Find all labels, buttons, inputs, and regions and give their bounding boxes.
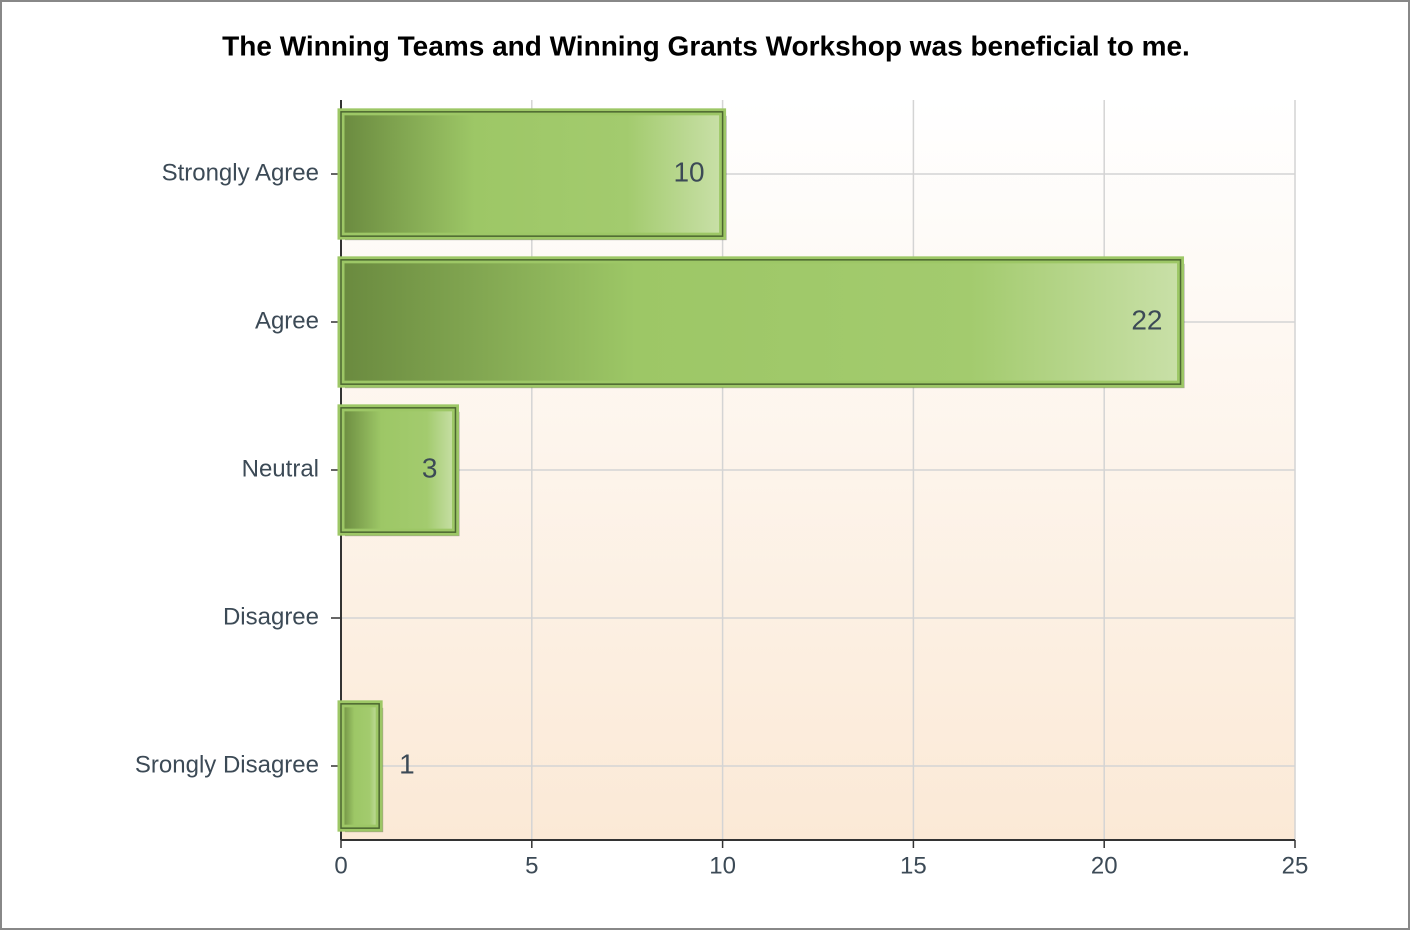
value-label: 22 xyxy=(1131,304,1162,335)
x-tick-label: 5 xyxy=(525,852,538,879)
x-tick-label: 0 xyxy=(334,852,347,879)
value-label: 3 xyxy=(422,452,438,483)
y-tick-label: Disagree xyxy=(223,603,319,630)
y-tick-label: Neutral xyxy=(242,455,319,482)
bar-outline xyxy=(340,259,1182,385)
x-tick-label: 15 xyxy=(900,852,927,879)
y-tick-label: Agree xyxy=(255,307,319,334)
y-tick-label: Strongly Agree xyxy=(162,159,319,186)
bar xyxy=(337,404,459,536)
value-label: 1 xyxy=(399,748,415,779)
bar xyxy=(337,700,383,832)
bar-outline xyxy=(340,111,724,237)
bar xyxy=(337,108,727,240)
bar-outline xyxy=(340,703,380,829)
x-tick-label: 20 xyxy=(1091,852,1118,879)
bar-outline xyxy=(340,407,457,533)
value-label: 10 xyxy=(673,156,704,187)
chart-title: The Winning Teams and Winning Grants Wor… xyxy=(222,30,1190,61)
x-tick-label: 25 xyxy=(1282,852,1309,879)
bar xyxy=(337,256,1185,388)
y-tick-label: Srongly Disagree xyxy=(135,751,319,778)
marks xyxy=(337,108,1185,833)
x-tick-label: 10 xyxy=(709,852,736,879)
